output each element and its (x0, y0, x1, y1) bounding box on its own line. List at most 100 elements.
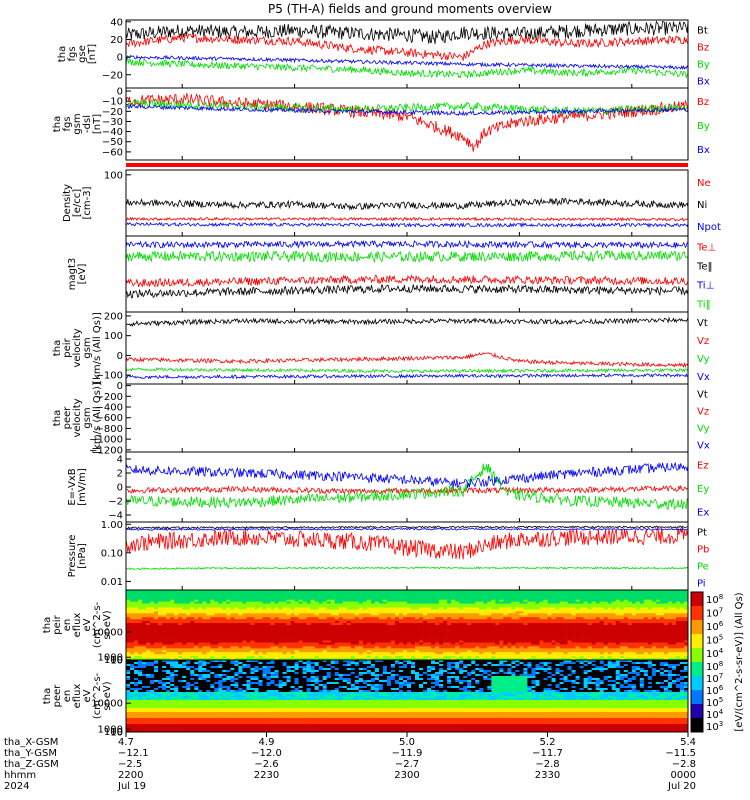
eph-label-0: tha_X-GSM (4, 737, 58, 748)
eph-value: −11.5 (665, 748, 696, 759)
colorbar-segment (691, 662, 703, 677)
ylabel-line: eflux (72, 613, 83, 638)
ylabel-line: sr-eV) (102, 681, 113, 710)
series-efield-Ex (125, 462, 689, 489)
series-fgs-gsm-Bx (125, 103, 689, 117)
colorbar-tick-upper: 105 (706, 634, 723, 647)
ytick-label: 1.00 (101, 520, 123, 531)
status-bar (126, 163, 688, 167)
colorbar-tick-upper: 106 (706, 620, 724, 633)
legend-pressure-Pi: Pi (697, 579, 706, 590)
series-pressure-Pt (126, 525, 689, 530)
colorbar-segment (691, 704, 703, 719)
legend-peer-velocity-Vz: Vz (697, 407, 709, 418)
ytick-label: −2 (108, 497, 123, 508)
ylabel-line: [km/s (All Qs)] (92, 382, 103, 454)
ytick-label: 0 (117, 53, 123, 64)
eph-value: −11.9 (392, 748, 423, 759)
legend-peir-velocity-Vx: Vx (697, 372, 710, 383)
eph-value: 4.7 (118, 737, 134, 748)
eph-label-4: 2024 (4, 781, 29, 792)
legend-peir-velocity-Vt: Vt (697, 318, 708, 329)
ylabel-line: en (62, 690, 73, 703)
ylabel-peir-eflux: tha peir en eflux eV (cm^2-s-sr-eV) (42, 601, 113, 648)
ytick-label: −100 (96, 371, 123, 382)
legend-fgs-gsm-By: By (697, 121, 710, 132)
series-fgs-gse-Bt (125, 20, 689, 45)
panel-density: 100 Density [e/cc] [cm-3] Ne Ni Npot (62, 169, 721, 237)
eph-value: 5.2 (540, 737, 556, 748)
eph-value: 5.0 (399, 737, 415, 748)
legend-fgs-gse-Bt: Bt (697, 26, 708, 37)
legend-fgs-gse-Bz: Bz (697, 43, 709, 54)
eph-label-1: tha_Y-GSM (4, 748, 57, 759)
series-efield-Ez (125, 484, 689, 496)
ylabel-line: gsm (82, 407, 93, 428)
legend-fgs-gse-Bx: Bx (697, 77, 710, 88)
colorbar-segment (691, 592, 703, 607)
eph-value: −12.1 (118, 748, 149, 759)
colorbar-segment (691, 634, 703, 649)
series-fgs-gsm-By (125, 99, 689, 117)
eph-label-2: tha_Z-GSM (4, 759, 59, 770)
ylabel-line: peer (62, 406, 73, 430)
eph-value: 2200 (118, 770, 143, 781)
eph-value: −2.7 (395, 759, 419, 770)
eph-value: −2.8 (535, 759, 559, 770)
ytick-label: 0.10 (101, 548, 123, 559)
legend-pressure-Pb: Pb (697, 545, 709, 556)
eph-value: Jul 20 (667, 781, 696, 792)
colorbar-label: [eV/(cm^2-s-sr-eV)] (All Qs) (734, 592, 745, 731)
ytick-label: −600 (96, 413, 123, 424)
ytick-label: −20 (102, 107, 123, 118)
ytick-label: −50 (102, 137, 123, 148)
ytick-label: 0 (117, 87, 123, 98)
ylabel-peir-velocity: tha peir velocity gsm [km/s (All Qs)] (52, 312, 103, 384)
ylabel-line: fgs (67, 46, 78, 61)
colorbar-tick-upper: 107 (706, 606, 723, 619)
ylabel-line: peer (52, 684, 63, 708)
ylabel-line: [eV] (77, 264, 88, 285)
ylabel-line: -dsl (82, 115, 93, 133)
series-pressure-Pb (125, 527, 689, 560)
colorbar-segment (691, 648, 703, 663)
colorbar-segment (691, 718, 703, 733)
ytick-label: 0.01 (101, 577, 123, 588)
ytick-label: 0 (117, 483, 123, 494)
series-fgs-gse-Bz (125, 33, 689, 61)
ylabel-line: fgs (62, 116, 73, 131)
panel-efield: −4 −2 0 2 4 E=-VxB [mV/m] Ez Ey Ex (67, 451, 709, 523)
eph-value: −12.0 (251, 748, 282, 759)
eph-value: 5.4 (680, 737, 696, 748)
colorbar-tick-lower: 103 (706, 720, 723, 733)
eph-value: −2.5 (118, 759, 142, 770)
legend-fgs-gsm-Bz: Bz (697, 97, 709, 108)
ylabel-line: velocity (72, 328, 83, 367)
eph-value: 2230 (254, 770, 279, 781)
ytick-label: −800 (96, 424, 123, 435)
ylabel-line: [nT] (87, 44, 98, 64)
ylabel-line: peir (62, 337, 73, 357)
legend-pressure-Pt: Pt (697, 528, 707, 539)
ylabel-line: [nT] (92, 114, 103, 134)
ytick-label: 100 (104, 727, 123, 738)
ylabel-line: (cm^2-s- (92, 601, 103, 648)
ytick-label: −200 (96, 392, 123, 403)
series-density-Ni (125, 197, 689, 211)
legend-peer-velocity-Vx: Vx (697, 441, 710, 452)
ylabel-temperature: magt3 [eV] (67, 258, 88, 291)
legend-fgs-gsm-Bx: Bx (697, 145, 710, 156)
series-pressure-Pi (125, 527, 689, 531)
series-peir-velocity-Vy (125, 366, 689, 374)
heatmap-peir-eflux (126, 590, 689, 661)
ytick-label: 100 (104, 655, 123, 666)
series-fgs-gse-Bx (125, 54, 689, 71)
ylabel-line: sr-eV) (102, 610, 113, 639)
ylabel-efield: E=-VxB [mV/m] (67, 468, 88, 506)
ylabel-line: gsm (72, 113, 83, 134)
legend-pressure-Pe: Pe (697, 562, 709, 573)
